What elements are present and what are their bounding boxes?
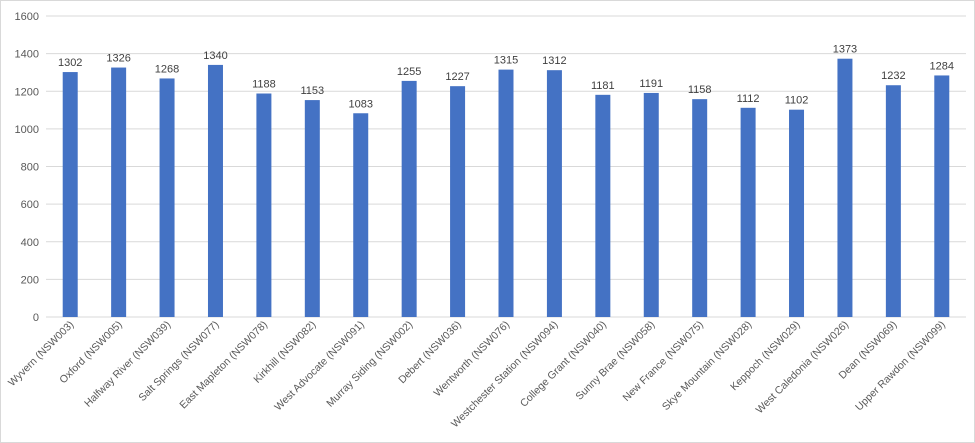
- category-label: West Caledonia (NSW026): [754, 319, 851, 416]
- category-label: College Grant (NSW040): [518, 319, 609, 410]
- bar: [62, 72, 78, 317]
- y-tick-label: 1200: [15, 86, 39, 98]
- data-label: 1102: [785, 95, 809, 107]
- y-tick-label: 800: [21, 162, 39, 174]
- y-tick-label: 1600: [15, 11, 39, 23]
- y-tick-label: 400: [21, 237, 39, 249]
- y-axis-ticks: 0 200 400 600 800 1000 1200 1400 1600: [15, 11, 39, 324]
- data-label: 1191: [639, 78, 663, 90]
- bar: [546, 70, 562, 318]
- bar: [256, 93, 272, 317]
- y-tick-label: 200: [21, 274, 39, 286]
- category-label: Sunny Brae (NSW058): [573, 319, 657, 403]
- bar: [692, 99, 708, 318]
- bar: [207, 64, 223, 317]
- data-label: 1373: [833, 44, 857, 56]
- bar: [934, 75, 950, 317]
- bar: [789, 109, 805, 317]
- data-label: 1188: [252, 79, 276, 91]
- bar: [740, 107, 756, 318]
- data-label: 1284: [930, 60, 954, 72]
- bars: [62, 58, 950, 318]
- y-tick-label: 0: [33, 312, 39, 324]
- data-labels: 1302 1326 1268 1340 1188 1153 1083 1255 1227 1315…: [58, 44, 954, 111]
- category-label: Skye Mountain (NSW028): [660, 319, 754, 413]
- data-label: 1153: [300, 85, 324, 97]
- bar: [595, 94, 611, 317]
- data-label: 1268: [155, 63, 179, 75]
- data-label: 1083: [348, 98, 372, 110]
- bar: [450, 86, 466, 317]
- category-label: Salt Springs (NSW077): [136, 319, 221, 404]
- bar: [885, 85, 901, 317]
- bar: [159, 78, 175, 318]
- bar: [401, 80, 417, 317]
- data-label: 1181: [591, 80, 615, 92]
- data-label: 1302: [58, 57, 82, 69]
- category-label: West Advocate (NSW091): [272, 319, 367, 414]
- data-label: 1315: [494, 55, 518, 67]
- category-label: New France (NSW075): [621, 319, 706, 404]
- data-label: 1112: [737, 93, 760, 105]
- bar: [498, 69, 514, 317]
- category-label: Upper Rawdon (NSW099): [853, 319, 948, 414]
- data-label: 1158: [688, 84, 712, 96]
- data-label: 1312: [542, 55, 566, 67]
- data-label: 1232: [881, 70, 905, 82]
- bar: [643, 92, 659, 318]
- category-label: Halfway River (NSW039): [82, 319, 173, 410]
- category-labels: Wyvern (NSW003)Oxford (NSW005)Halfway Ri…: [6, 319, 948, 431]
- data-label: 1255: [397, 66, 421, 78]
- category-label: Murray Siding (NSW002): [324, 319, 415, 410]
- data-label: 1227: [445, 71, 469, 83]
- y-tick-label: 600: [21, 199, 39, 211]
- y-tick-label: 1000: [15, 124, 39, 136]
- y-tick-label: 1400: [15, 49, 39, 61]
- bar: [353, 113, 369, 318]
- data-label: 1340: [203, 50, 227, 62]
- bar: [111, 67, 127, 317]
- bar: [837, 58, 853, 317]
- bar: [304, 100, 320, 317]
- data-label: 1326: [106, 53, 130, 65]
- category-label: East Mapleton (NSW078): [177, 319, 270, 412]
